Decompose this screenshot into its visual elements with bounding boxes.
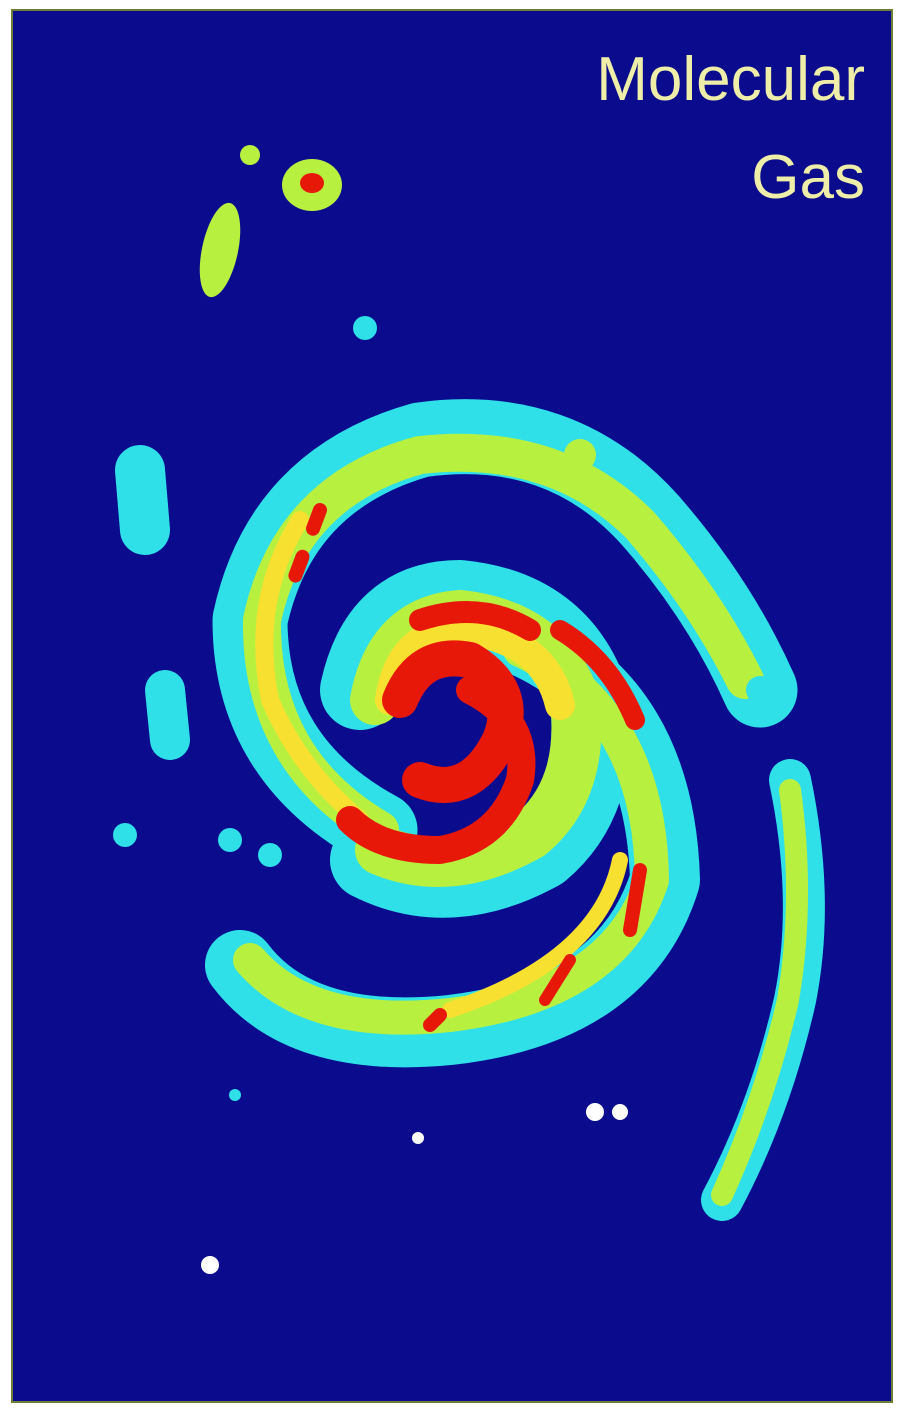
label-line: Gas	[751, 143, 865, 212]
galaxy	[115, 399, 825, 1221]
label-line: Molecular	[596, 45, 865, 114]
core	[283, 503, 647, 1032]
outer-blobs	[113, 145, 774, 1274]
